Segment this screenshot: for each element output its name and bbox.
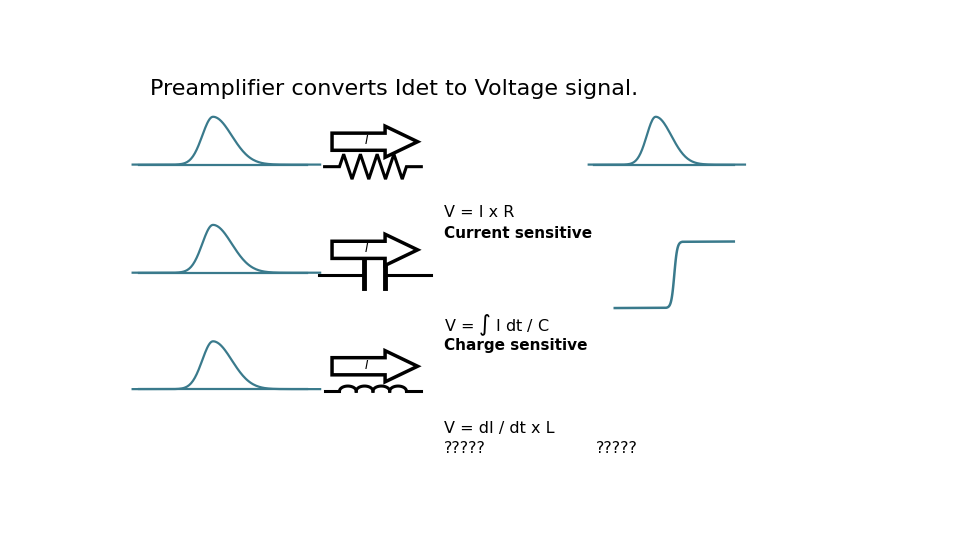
Text: Preamplifier converts Idet to Voltage signal.: Preamplifier converts Idet to Voltage si… bbox=[150, 79, 637, 99]
FancyArrow shape bbox=[332, 126, 418, 157]
Text: ?????: ????? bbox=[444, 441, 486, 456]
Text: V = I x R: V = I x R bbox=[444, 205, 514, 220]
Text: Current sensitive: Current sensitive bbox=[444, 226, 591, 241]
Text: Charge sensitive: Charge sensitive bbox=[444, 338, 588, 353]
FancyArrow shape bbox=[332, 350, 418, 382]
Text: I: I bbox=[365, 242, 368, 255]
FancyArrow shape bbox=[332, 234, 418, 266]
Text: I: I bbox=[365, 134, 368, 147]
Text: V = dI / dt x L: V = dI / dt x L bbox=[444, 421, 554, 436]
Text: V = $\int$ I dt / C: V = $\int$ I dt / C bbox=[444, 312, 549, 338]
Text: I: I bbox=[365, 359, 368, 372]
Text: ?????: ????? bbox=[596, 441, 638, 456]
